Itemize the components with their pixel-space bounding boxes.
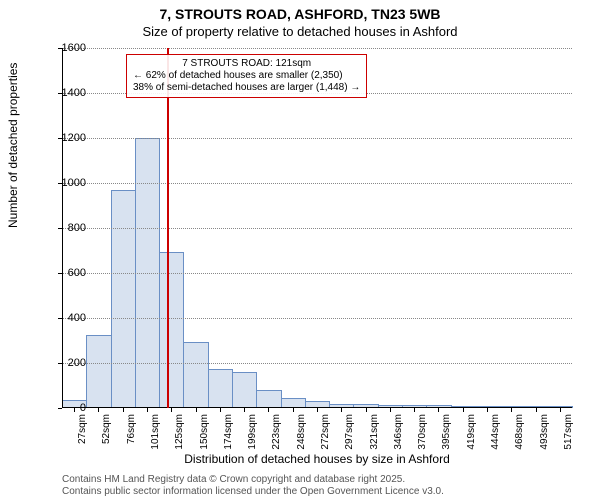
y-tick-label: 600	[46, 267, 86, 279]
x-tick-mark	[244, 408, 245, 412]
x-tick-label: 27sqm	[77, 414, 88, 444]
x-tick-label: 125sqm	[174, 414, 185, 450]
x-tick-mark	[463, 408, 464, 412]
x-tick-mark	[414, 408, 415, 412]
footer-line2: Contains public sector information licen…	[62, 486, 444, 498]
x-tick-label: 76sqm	[126, 414, 137, 444]
y-tick-label: 400	[46, 312, 86, 324]
x-tick-label: 517sqm	[563, 414, 574, 450]
callout-line3: 38% of semi-detached houses are larger (…	[133, 82, 360, 94]
x-tick-label: 223sqm	[271, 414, 282, 450]
x-tick-mark	[341, 408, 342, 412]
x-tick-label: 199sqm	[247, 414, 258, 450]
x-tick-label: 493sqm	[539, 414, 550, 450]
y-tick-label: 1600	[46, 42, 86, 54]
y-axis-label: Number of detached properties	[6, 63, 20, 228]
x-axis-label: Distribution of detached houses by size …	[62, 452, 572, 466]
y-tick-label: 800	[46, 222, 86, 234]
x-tick-mark	[98, 408, 99, 412]
x-tick-mark	[293, 408, 294, 412]
y-tick-label: 1200	[46, 132, 86, 144]
x-tick-mark	[438, 408, 439, 412]
chart-subtitle: Size of property relative to detached ho…	[0, 24, 600, 39]
x-tick-label: 248sqm	[296, 414, 307, 450]
reference-line	[167, 48, 169, 408]
x-tick-label: 370sqm	[417, 414, 428, 450]
x-tick-mark	[171, 408, 172, 412]
x-tick-mark	[196, 408, 197, 412]
x-tick-mark	[123, 408, 124, 412]
footer-line1: Contains HM Land Registry data © Crown c…	[62, 474, 444, 486]
callout-box: 7 STROUTS ROAD: 121sqm ← 62% of detached…	[126, 54, 367, 98]
x-tick-mark	[511, 408, 512, 412]
y-tick-label: 0	[46, 402, 86, 414]
x-tick-label: 174sqm	[223, 414, 234, 450]
x-tick-label: 468sqm	[514, 414, 525, 450]
x-tick-label: 101sqm	[150, 414, 161, 450]
x-tick-label: 419sqm	[466, 414, 477, 450]
plot-area: 7 STROUTS ROAD: 121sqm ← 62% of detached…	[62, 48, 572, 408]
x-tick-mark	[220, 408, 221, 412]
chart-container: 7, STROUTS ROAD, ASHFORD, TN23 5WB Size …	[0, 0, 600, 500]
chart-title: 7, STROUTS ROAD, ASHFORD, TN23 5WB	[0, 6, 600, 22]
x-tick-label: 395sqm	[441, 414, 452, 450]
x-tick-mark	[560, 408, 561, 412]
x-tick-mark	[536, 408, 537, 412]
x-tick-label: 321sqm	[369, 414, 380, 450]
y-tick-label: 1000	[46, 177, 86, 189]
x-tick-label: 444sqm	[490, 414, 501, 450]
x-tick-label: 297sqm	[344, 414, 355, 450]
x-tick-mark	[268, 408, 269, 412]
x-tick-label: 52sqm	[101, 414, 112, 444]
callout-line2: ← 62% of detached houses are smaller (2,…	[133, 70, 360, 82]
x-tick-label: 346sqm	[393, 414, 404, 450]
x-tick-mark	[317, 408, 318, 412]
x-tick-mark	[390, 408, 391, 412]
y-tick-label: 1400	[46, 87, 86, 99]
x-tick-mark	[487, 408, 488, 412]
y-tick-label: 200	[46, 357, 86, 369]
x-tick-label: 150sqm	[199, 414, 210, 450]
x-tick-label: 272sqm	[320, 414, 331, 450]
x-tick-mark	[366, 408, 367, 412]
footer-text: Contains HM Land Registry data © Crown c…	[62, 474, 444, 498]
callout-line1: 7 STROUTS ROAD: 121sqm	[133, 58, 360, 70]
x-tick-mark	[147, 408, 148, 412]
